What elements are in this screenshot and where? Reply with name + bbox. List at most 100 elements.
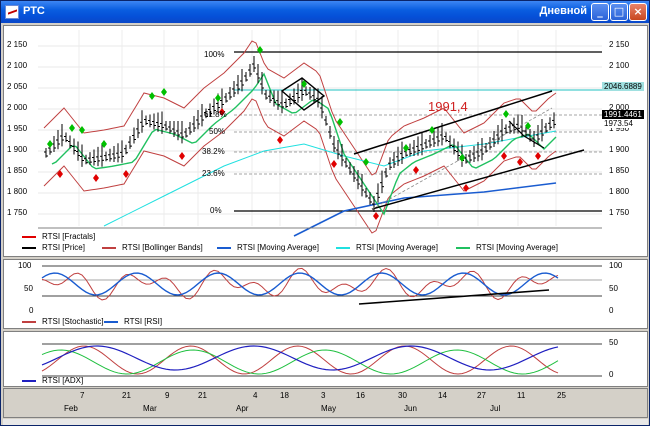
adx-line	[41, 345, 559, 371]
maximize-button[interactable]: □	[610, 3, 628, 21]
fractal-down-marker	[413, 166, 419, 174]
fractal-up-marker	[257, 46, 263, 54]
legend-bollinger[interactable]: RTSI [Bollinger Bands]	[102, 243, 203, 252]
fractal-up-marker	[69, 124, 75, 132]
legend-ma-blue[interactable]: RTSI [Moving Average]	[217, 243, 319, 252]
day-tick: 25	[557, 391, 566, 400]
fractal-up-marker	[363, 158, 369, 166]
y-tick-right: 2 000	[609, 103, 630, 112]
legend-adx[interactable]: RTSI [ADX]	[22, 376, 83, 385]
month-tick: Mar	[143, 404, 157, 413]
price-annotation: 1991,4	[428, 99, 468, 114]
y-tick-left: 2 100	[7, 61, 28, 70]
month-tick: Apr	[236, 404, 249, 413]
fractal-up-marker	[337, 118, 343, 126]
fractal-down-marker	[373, 212, 379, 220]
legend-fractals[interactable]: RTSI [Fractals]	[22, 232, 95, 241]
fractal-up-marker	[161, 88, 167, 96]
close-price-tag: 1973.54	[602, 119, 635, 128]
osc-y-tick-right: 0	[609, 306, 614, 315]
period-label: Дневной	[539, 5, 588, 17]
oscillator-pane[interactable]: 100 50 0 100 50 0 RTSI [Stochastic] RTSI…	[3, 259, 648, 329]
fractal-down-marker	[277, 136, 283, 144]
day-tick: 30	[398, 391, 407, 400]
close-button[interactable]: ×	[629, 3, 647, 21]
fib-label-382: 38.2%	[202, 147, 225, 156]
y-tick-right: 2 100	[609, 61, 630, 70]
fractal-down-marker	[57, 170, 63, 178]
fractal-down-marker	[179, 152, 185, 160]
y-tick-right: 1 950	[609, 124, 630, 133]
y-tick-left: 1 850	[7, 166, 28, 175]
y-tick-right: 1 850	[609, 166, 630, 175]
ma-green-line	[51, 72, 557, 216]
fractal-down-marker	[331, 160, 337, 168]
day-tick: 21	[122, 391, 131, 400]
fractal-down-marker	[517, 158, 523, 166]
fractal-up-marker	[149, 92, 155, 100]
day-tick: 27	[477, 391, 486, 400]
osc-y-tick-left: 0	[29, 306, 34, 315]
fib-label-0: 0%	[210, 206, 222, 215]
fib-label-618: 61.8%	[204, 110, 227, 119]
month-tick: Jul	[490, 404, 501, 413]
day-tick: 9	[165, 391, 170, 400]
trend-midline	[371, 107, 553, 210]
y-tick-left: 1 950	[7, 124, 28, 133]
price-chart-svg	[38, 30, 602, 237]
y-tick-left: 2 000	[7, 103, 28, 112]
adx-y-tick-right: 0	[609, 370, 614, 379]
day-tick: 7	[80, 391, 85, 400]
pattern-diamond	[280, 77, 326, 111]
fractal-down-marker	[535, 152, 541, 160]
time-axis: 7 21 9 21 4 18 3 16 30 14 27 11 25 Feb M…	[3, 388, 648, 418]
legend-rsi[interactable]: RTSI [RSI]	[104, 317, 162, 326]
trend-channel-lower	[371, 149, 585, 210]
y-tick-left: 1 800	[7, 187, 28, 196]
day-tick: 18	[280, 391, 289, 400]
chart-app-icon	[5, 5, 19, 19]
day-tick: 16	[356, 391, 365, 400]
rsi-line	[41, 272, 559, 296]
adx-chart-svg	[41, 343, 602, 377]
bollinger-upper-band	[43, 40, 557, 176]
y-tick-left: 1 750	[7, 208, 28, 217]
trend-channel-upper	[353, 90, 553, 155]
y-tick-right: 2 150	[609, 40, 630, 49]
fib-label-50: 50%	[209, 127, 226, 136]
legend-ma-cyan[interactable]: RTSI [Moving Average]	[336, 243, 438, 252]
horizontal-scrollbar[interactable]	[3, 419, 648, 425]
fractal-up-marker	[429, 126, 435, 134]
y-tick-right: 1 800	[609, 187, 630, 196]
month-tick: May	[321, 404, 337, 413]
legend-price[interactable]: RTSI [Price]	[22, 243, 85, 252]
minimize-button[interactable]: _	[591, 3, 609, 21]
adx-pane[interactable]: 50 0 RTSI [ADX]	[3, 331, 648, 387]
stochastic-line	[41, 267, 559, 301]
oscillator-chart-svg	[41, 265, 602, 305]
y-tick-left: 2 050	[7, 82, 28, 91]
day-tick: 21	[198, 391, 207, 400]
fractal-up-marker	[525, 122, 531, 130]
fractal-up-marker	[101, 140, 107, 148]
adx-y-tick-right: 50	[609, 338, 618, 347]
legend-ma-green[interactable]: RTSI [Moving Average]	[456, 243, 558, 252]
pattern-line	[508, 120, 545, 149]
fractal-up-marker	[403, 144, 409, 152]
day-tick: 14	[438, 391, 447, 400]
fractal-down-marker	[93, 174, 99, 182]
ma-cyan-line	[103, 130, 557, 227]
month-tick: Jun	[404, 404, 417, 413]
dmi-minus-line	[41, 349, 559, 375]
fractal-up-marker	[47, 140, 53, 148]
ma-blue-line	[293, 182, 557, 237]
price-pane[interactable]: 2 150 2 100 2 050 2 000 1 950 1 900 1 85…	[3, 25, 648, 257]
fractal-down-marker	[463, 184, 469, 192]
title-bar[interactable]: РТС Дневной _ □ ×	[1, 1, 649, 23]
legend-stochastic[interactable]: RTSI [Stochastic]	[22, 317, 104, 326]
y-tick-left: 1 900	[7, 145, 28, 154]
fractal-up-marker	[301, 80, 307, 88]
ma-price-tag: 2046.6889	[602, 82, 644, 91]
fractal-up-marker	[459, 154, 465, 162]
